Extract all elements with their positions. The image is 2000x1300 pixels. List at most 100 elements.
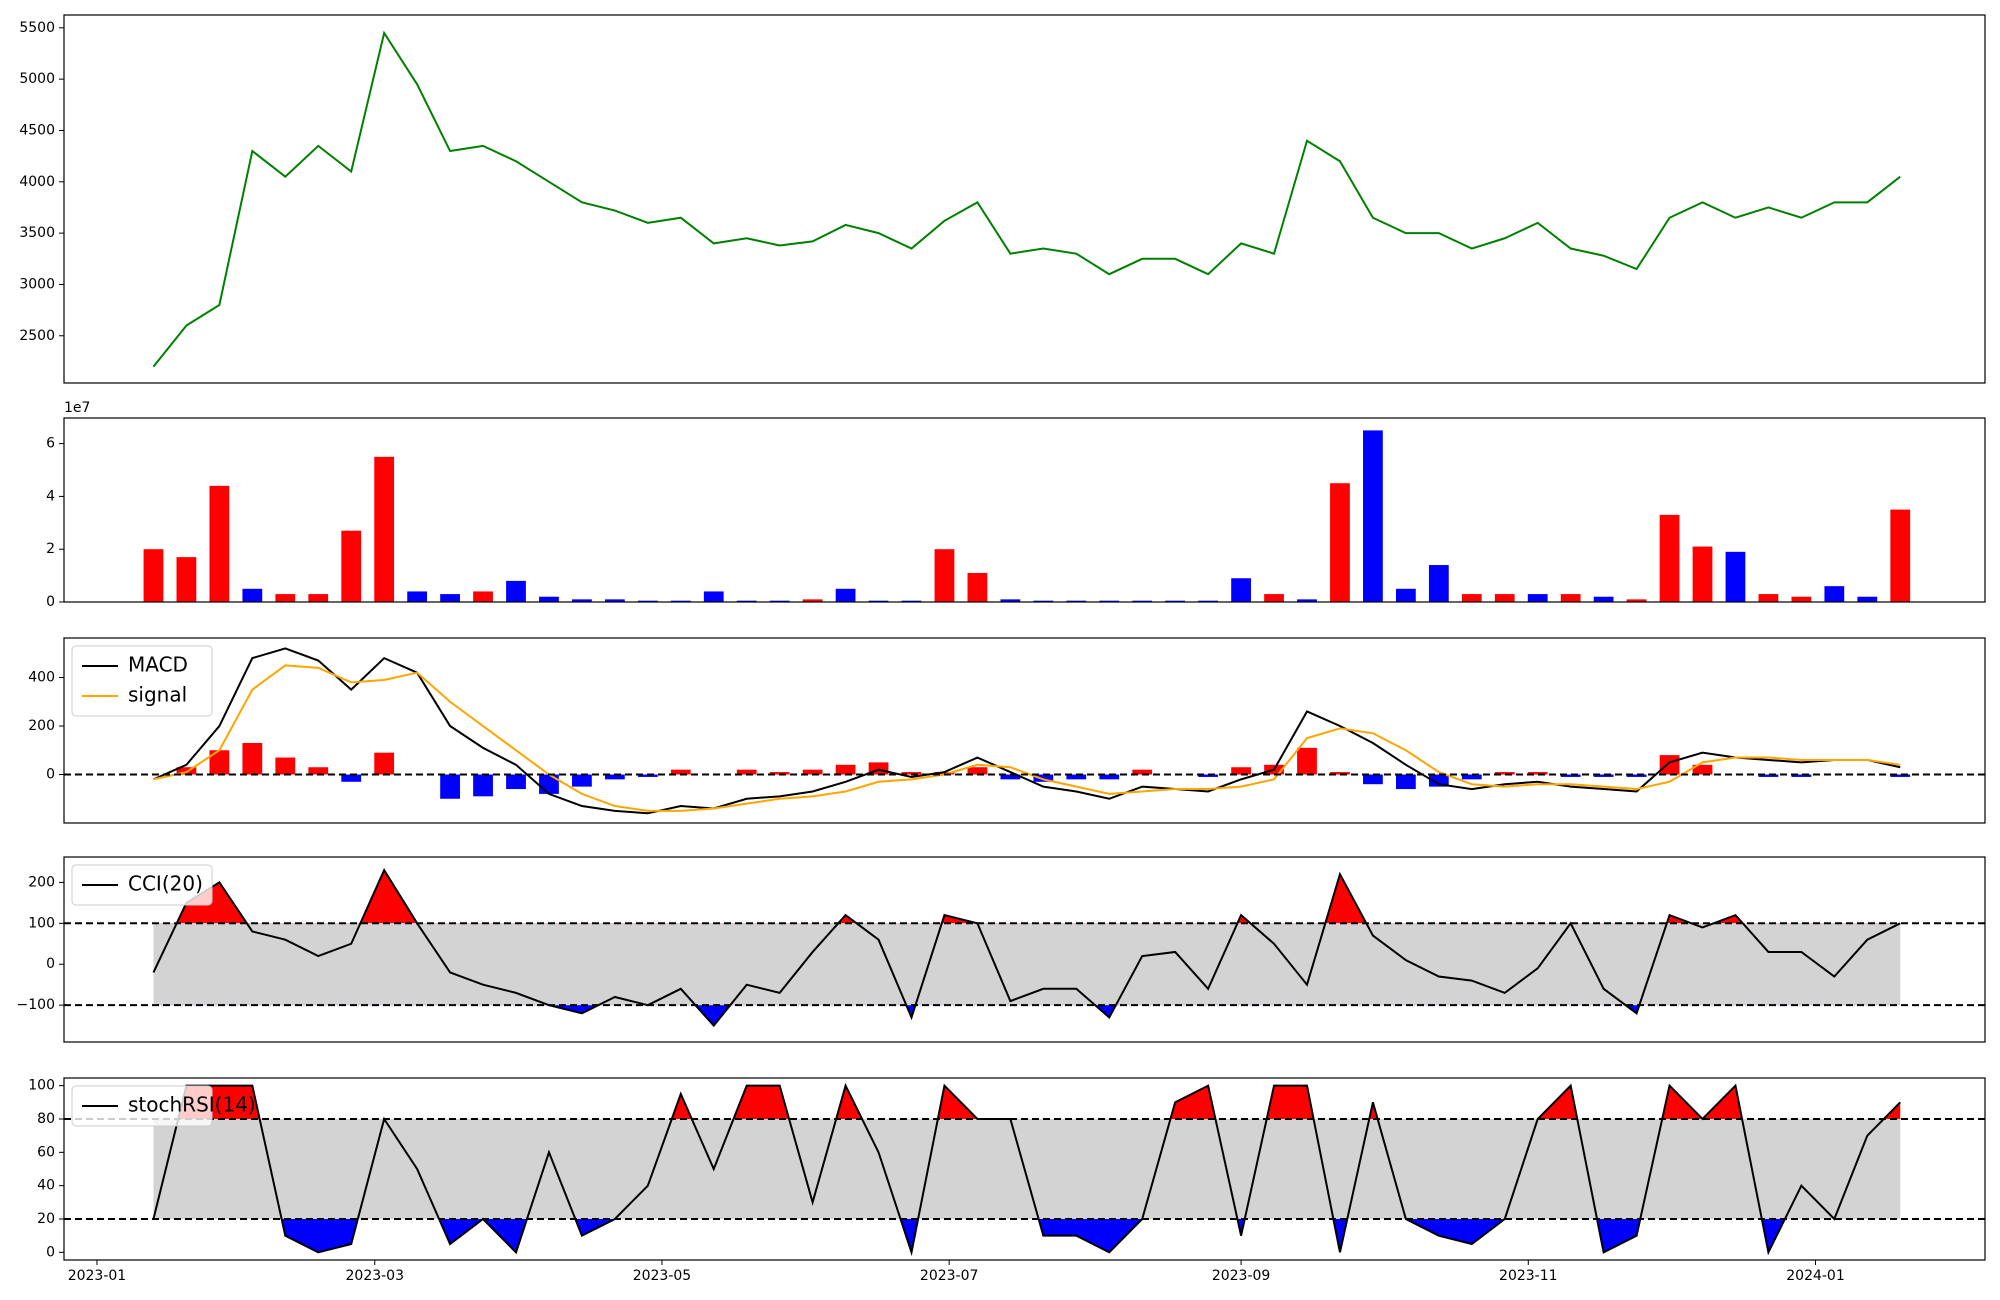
volume-bar [341,530,362,602]
histogram-bar [1395,774,1416,790]
series-line [152,1082,1901,1257]
histogram-bar [440,774,460,799]
histogram-bar [209,750,230,775]
plot-area [143,430,1911,602]
y-tick-label: 0 [46,1244,55,1260]
x-tick-label: 2023-09 [1212,1268,1271,1284]
volume-bar [1527,594,1548,602]
y-tick-label: 2500 [19,328,55,344]
volume-bar [1593,596,1614,602]
volume-bar [539,596,559,602]
histogram-bar [1494,772,1515,775]
histogram-bar [1758,774,1779,777]
histogram-bar [1527,772,1548,775]
volume-bar [1198,600,1219,602]
volume-bar [1890,509,1911,602]
volume-bar [604,599,625,602]
histogram-bar [242,742,263,775]
volume-bar [1725,551,1746,602]
histogram-bar [473,774,493,797]
histogram-bar [835,764,856,775]
y-tick-label: 60 [37,1144,55,1160]
volume-bar [473,591,493,602]
histogram-bar [374,752,395,775]
histogram-bar [506,774,526,790]
volume-bar [1033,600,1054,602]
histogram-bar [1890,774,1911,777]
histogram-bar [604,774,625,780]
histogram-bar [1461,774,1482,780]
y-tick-label: 100 [28,915,55,931]
x-tick-label: 2023-03 [346,1268,405,1284]
histogram-bar [572,774,592,787]
y-tick-label: 4000 [19,174,55,190]
volume-bar [1099,600,1120,602]
histogram-bar [637,774,658,777]
legend-label: CCI(20) [128,872,203,896]
volume-bar [835,588,856,602]
volume-bar [275,594,296,602]
volume-bar [572,599,592,602]
volume-bar [1000,599,1021,602]
offset-label: 1e7 [64,400,90,416]
oversold-fill [153,1219,1901,1253]
volume-bar [1857,596,1878,602]
axes-frame [63,637,1986,824]
plot-area [64,1082,1985,1257]
x-tick-label: 2023-11 [1499,1268,1558,1284]
volume-bar [901,600,922,602]
histogram-bar [802,769,823,775]
overbought-fill [153,1085,1901,1119]
volume-bar [868,600,889,602]
volume-bar [176,557,197,602]
legend-box [71,1085,213,1127]
volume-bar [1264,594,1284,602]
y-tick-label: 80 [37,1111,55,1127]
histogram-bar [901,772,922,775]
histogram-bar [1659,755,1680,775]
histogram-bar [1231,767,1251,775]
y-tick-label: 4 [46,488,55,504]
volume-bar [308,594,329,602]
histogram-bar [1099,774,1120,780]
histogram-bar [736,769,757,775]
histogram-bar [1000,774,1021,780]
histogram-bar [1428,774,1449,787]
volume-bar [1395,588,1416,602]
volume-bar [242,588,263,602]
neutral-band [153,923,1901,1006]
histogram-bar [1198,774,1219,777]
y-tick-label: 0 [46,594,55,610]
y-tick-label: 20 [37,1211,55,1227]
plot-area [152,30,1901,368]
volume-bar [802,599,823,602]
histogram-bar [275,757,296,775]
y-tick-label: 200 [28,718,55,734]
histogram-bar [934,772,955,775]
volume-bar [1132,600,1153,602]
volume-bar [934,549,955,602]
y-tick-label: 2 [46,541,55,557]
neutral-band [153,1119,1901,1219]
histogram-bar [1297,747,1317,775]
histogram-bar [308,767,329,775]
volume-bar [1066,600,1087,602]
series-line [152,867,1901,1028]
axes-frame [63,417,1986,603]
y-tick-label: 4500 [19,122,55,138]
volume-bar [440,594,460,602]
y-tick-label: 5500 [19,20,55,36]
volume-bar [703,591,724,602]
histogram-bar [1626,774,1647,777]
y-tick-label: 3500 [19,225,55,241]
axes-frame [63,1077,1986,1261]
histogram-bar [1692,764,1713,775]
legend-box [71,864,213,906]
volume-bar [374,456,395,602]
legend-label: stochRSI(14) [128,1093,256,1117]
volume-bar [1692,546,1713,602]
y-tick-label: 5000 [19,71,55,87]
y-tick-label: 6 [46,436,55,452]
histogram-bar [670,769,691,775]
